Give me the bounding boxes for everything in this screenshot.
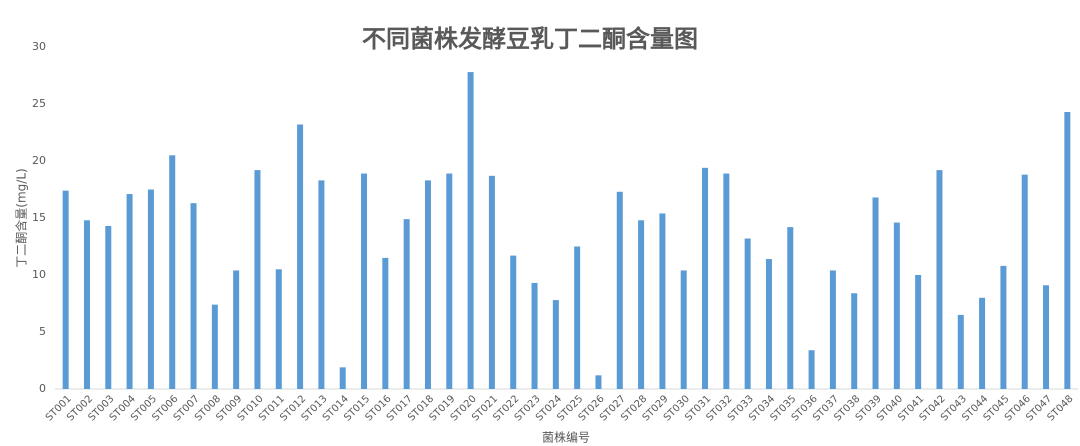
bar <box>616 191 623 389</box>
bar <box>787 227 794 389</box>
bar <box>467 72 474 389</box>
bar <box>105 225 112 389</box>
bar <box>957 314 964 389</box>
bar <box>595 375 602 389</box>
bar <box>574 246 581 389</box>
bar <box>318 180 325 389</box>
y-tick-label: 10 <box>32 268 46 281</box>
bar <box>424 180 431 389</box>
y-tick-label: 25 <box>32 97 46 110</box>
bar <box>275 269 282 389</box>
bar <box>872 197 879 389</box>
bar <box>254 170 261 389</box>
bar <box>765 259 772 389</box>
bar <box>936 170 943 389</box>
bar <box>382 257 389 389</box>
bar <box>510 255 517 389</box>
bar <box>488 175 495 389</box>
bar <box>723 173 730 389</box>
bar <box>702 167 709 389</box>
bar <box>808 350 815 389</box>
bar <box>126 194 133 389</box>
bar <box>829 270 836 389</box>
y-tick-label: 20 <box>32 154 46 167</box>
y-axis-title: 丁二酮含量(mg/L) <box>14 168 29 267</box>
y-tick-label: 30 <box>32 40 46 53</box>
y-tick-label: 0 <box>39 382 46 395</box>
bar <box>62 190 69 389</box>
bar <box>169 155 176 389</box>
x-axis-title: 菌株编号 <box>542 430 590 445</box>
bar <box>659 213 666 389</box>
bar <box>1021 174 1028 389</box>
bar <box>339 367 346 389</box>
bar <box>446 173 453 389</box>
bar <box>297 124 304 390</box>
bar <box>190 203 197 389</box>
y-tick-label: 15 <box>32 211 46 224</box>
bar <box>893 222 900 389</box>
bar <box>1064 111 1071 389</box>
bar <box>361 173 368 389</box>
bar <box>680 270 687 389</box>
bar <box>147 189 154 389</box>
bar <box>744 238 751 389</box>
bar <box>1043 285 1050 389</box>
chart-title: 不同菌株发酵豆乳丁二酮含量图 <box>362 25 698 53</box>
bar <box>851 293 858 389</box>
y-tick-label: 5 <box>39 325 46 338</box>
bar <box>233 270 240 389</box>
bar <box>552 300 559 389</box>
bar <box>403 219 410 389</box>
bar <box>1000 265 1007 389</box>
bar <box>915 275 922 389</box>
bar <box>83 220 90 389</box>
bar <box>211 304 218 389</box>
bar <box>979 297 986 389</box>
bar <box>638 220 645 389</box>
bar <box>531 282 538 389</box>
